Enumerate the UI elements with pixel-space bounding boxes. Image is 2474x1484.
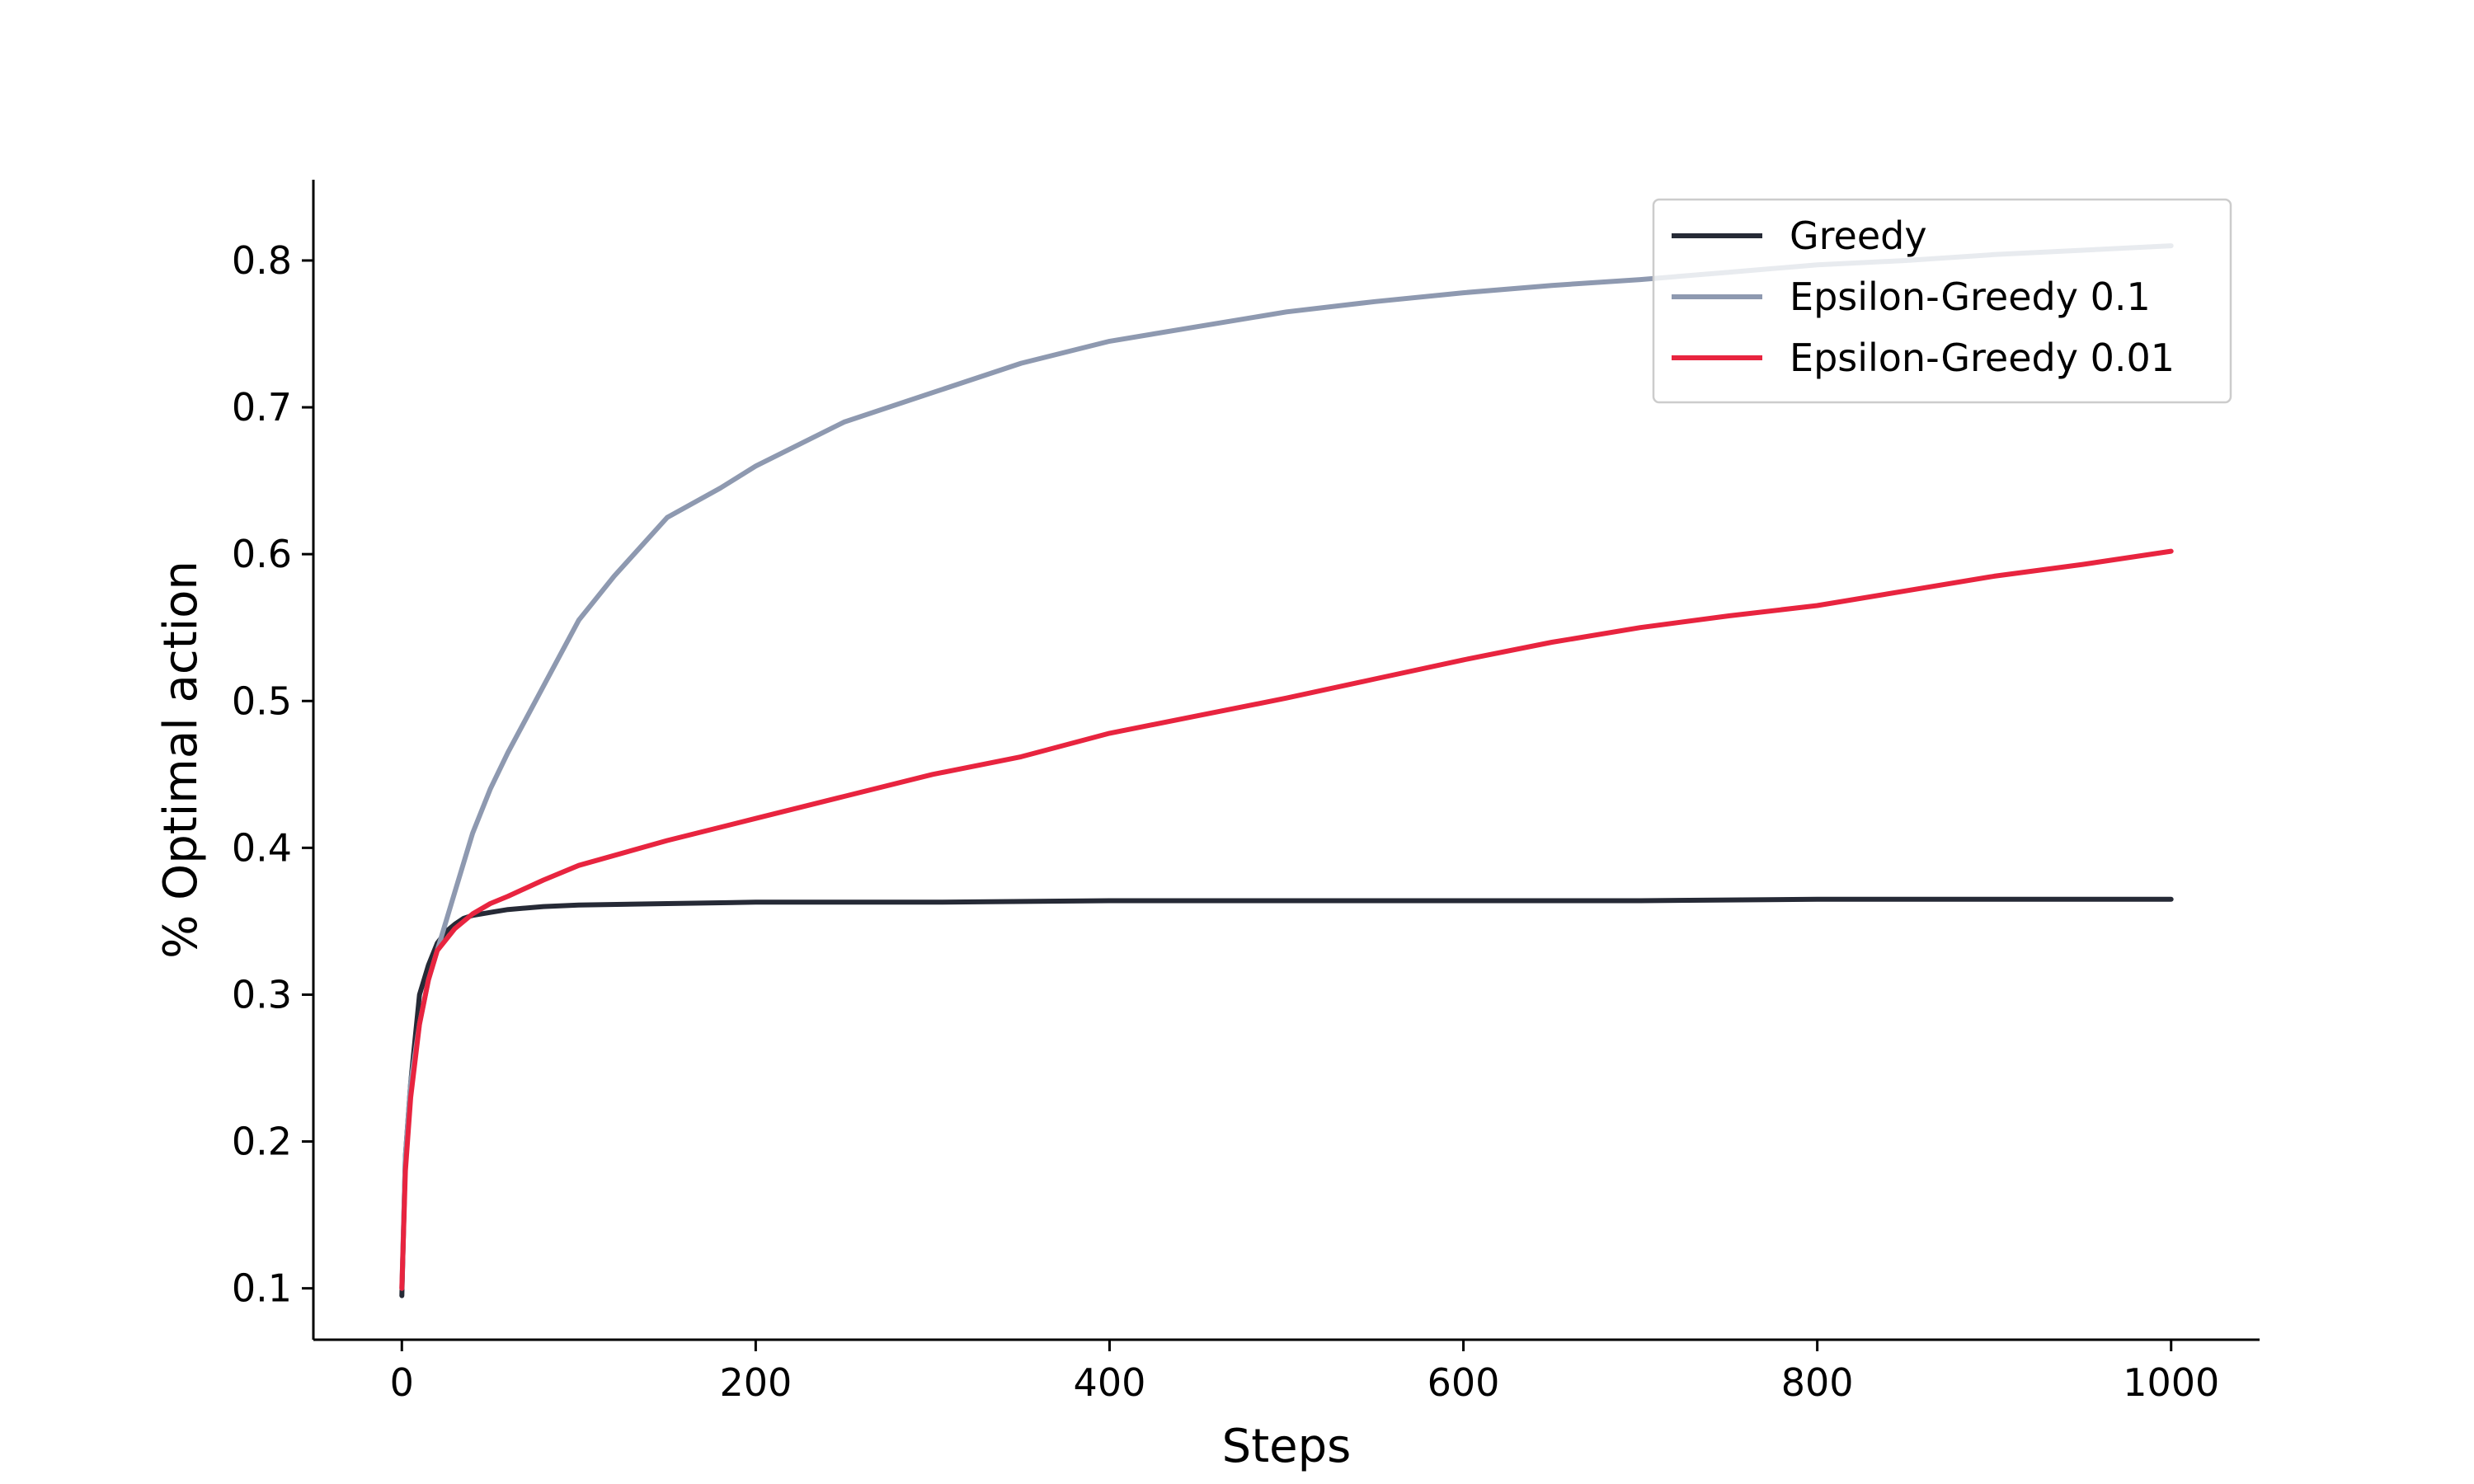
series-line-3 — [399, 548, 2174, 1291]
plot-area: 0 200 400 600 800 1000 0.10.20.30.40.50.60.70… — [232, 180, 2260, 1405]
y-tick-label: 0.3 — [232, 972, 292, 1017]
x-tick-label: 200 — [719, 1360, 792, 1405]
legend-label: Epsilon-Greedy 0.1 — [1790, 275, 2151, 319]
y-tick-label: 0.1 — [232, 1266, 292, 1311]
y-tick-label: 0.6 — [232, 532, 292, 576]
x-tick-label: 1000 — [2123, 1360, 2219, 1405]
series-line-1 — [399, 896, 2174, 1298]
y-axis-ticks: 0.1 0.2 0.3 0.4 0.5 0.6 0.7 0.8 — [232, 238, 313, 1311]
legend-label: Greedy — [1790, 214, 1927, 258]
legend-frame — [1652, 198, 2232, 404]
y-tick-label: 0.8 — [232, 238, 292, 283]
y-tick-label: 0.4 — [232, 825, 292, 870]
y-tick-label: 0.7 — [232, 385, 292, 430]
legend: Greedy Epsilon-Greedy 0.1 Epsilon-Greedy 0… — [1652, 198, 2232, 404]
x-tick-label: 400 — [1074, 1360, 1146, 1405]
legend-item: Greedy — [1672, 214, 1927, 258]
y-axis-label: % Optimal action — [154, 561, 208, 959]
y-tick-label: 0.2 — [232, 1120, 292, 1164]
x-tick-label: 0 — [390, 1360, 414, 1405]
x-axis-ticks: 0 200 400 600 800 1000 — [390, 1340, 2219, 1405]
x-tick-label: 600 — [1427, 1360, 1500, 1405]
legend-item: Epsilon-Greedy 0.01 — [1672, 336, 2175, 380]
y-tick-label: 0.5 — [232, 679, 292, 723]
legend-items: Greedy Epsilon-Greedy 0.1 Epsilon-Greedy 0… — [1672, 214, 2175, 380]
x-tick-label: 800 — [1781, 1360, 1854, 1405]
legend-item: Epsilon-Greedy 0.1 — [1672, 275, 2151, 319]
legend-label: Epsilon-Greedy 0.01 — [1790, 336, 2175, 380]
x-axis-label: Steps — [1222, 1420, 1352, 1473]
